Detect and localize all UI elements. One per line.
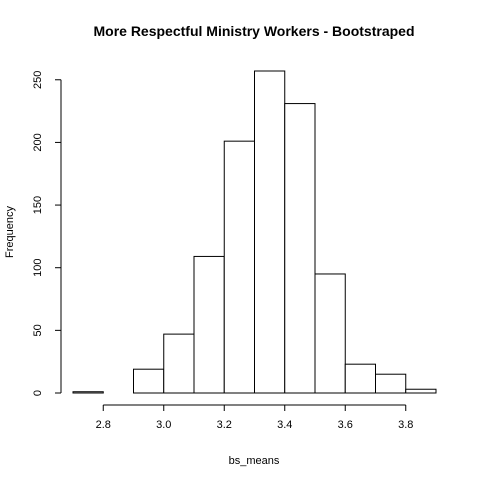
x-tick-label: 2.8: [96, 419, 111, 431]
x-tick-label: 3.6: [338, 419, 353, 431]
histogram-bar: [375, 373, 407, 394]
histogram-bar: [163, 333, 195, 394]
y-tick-label: 50: [32, 324, 44, 336]
x-axis-label: bs_means: [229, 455, 280, 467]
histogram-bar: [223, 140, 255, 394]
y-tick-label: 0: [32, 390, 44, 396]
y-tick-label: 200: [32, 133, 44, 151]
x-tick-label: 3.0: [156, 419, 171, 431]
x-tick-label: 3.8: [398, 419, 413, 431]
x-tick-label: 3.4: [277, 419, 292, 431]
y-axis: 0 50 100 150 200 250: [32, 71, 62, 396]
histogram-bar: [72, 391, 104, 394]
histogram-bar: [284, 103, 316, 394]
x-axis: 2.8 3.0 3.2 3.4 3.6 3.8: [96, 404, 413, 431]
bars-group: [72, 70, 437, 394]
histogram-bar: [344, 363, 376, 394]
chart-title: More Respectful Ministry Workers - Boots…: [93, 23, 414, 39]
histogram-bar: [193, 255, 225, 394]
histogram-bar: [405, 388, 437, 394]
x-tick-label: 3.2: [217, 419, 232, 431]
y-tick-label: 250: [32, 71, 44, 89]
y-axis-label: Frequency: [4, 206, 16, 258]
histogram-bar: [133, 368, 165, 394]
histogram-bar: [314, 273, 346, 394]
y-tick-label: 100: [32, 259, 44, 277]
histogram-bar: [254, 70, 286, 394]
y-tick-label: 150: [32, 196, 44, 214]
